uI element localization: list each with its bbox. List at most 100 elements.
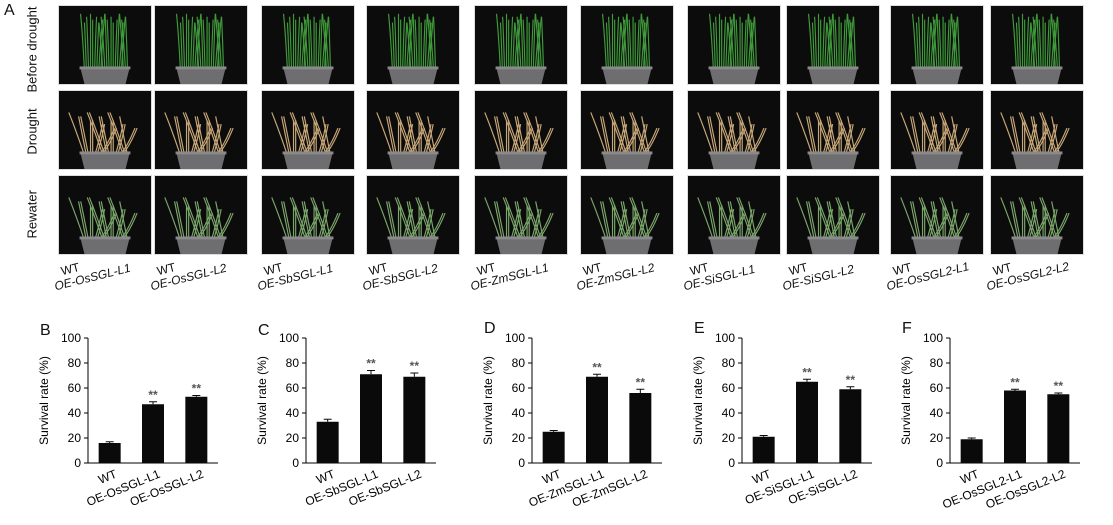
plant-photo (687, 5, 781, 85)
plant-photo (786, 175, 880, 255)
bar (142, 404, 164, 463)
y-tick-label: 20 (722, 431, 736, 445)
y-tick-label: 100 (279, 331, 299, 345)
photo-caption: WT OE-OsSGL-L2 (146, 249, 228, 293)
y-tick-label: 100 (61, 331, 81, 345)
photo-caption: WT OE-SbSGL-L1 (253, 249, 334, 293)
y-tick-label: 40 (286, 406, 300, 420)
photo-caption: WT OE-SiSGL-L2 (778, 250, 856, 293)
plant-photo (366, 5, 460, 85)
bar (839, 389, 862, 463)
y-axis-label: Survival rate (%) (899, 356, 913, 445)
significance-marker: ** (366, 357, 376, 371)
y-tick-label: 40 (512, 406, 526, 420)
panel-letter-b: B (40, 322, 51, 339)
bar (586, 376, 608, 463)
y-tick-label: 80 (930, 356, 944, 370)
category-label: WT (314, 467, 337, 487)
significance-marker: ** (148, 388, 158, 402)
plant-photo (261, 175, 355, 255)
bar (403, 376, 426, 463)
bar (1047, 394, 1070, 463)
plant-photo (580, 90, 674, 170)
significance-marker: ** (636, 375, 646, 389)
category-label: WT (750, 467, 773, 487)
plant-photo (474, 90, 568, 170)
bar-chart-e: Survival rate (%) 0 20 40 60 80 100 WT ** OE-SiSG… (690, 330, 895, 520)
plant-photo (58, 90, 152, 170)
y-tick-label: 0 (728, 456, 735, 470)
y-tick-label: 60 (512, 381, 526, 395)
y-tick-label: 80 (286, 356, 300, 370)
photo-caption: WT OE-SbSGL-L2 (358, 249, 439, 293)
y-tick-label: 40 (68, 406, 82, 420)
row-label-before-drought: Before drought (24, 6, 40, 93)
plant-photo (474, 5, 568, 85)
y-tick-label: 100 (505, 331, 525, 345)
y-tick-label: 60 (286, 381, 300, 395)
plant-photo (58, 175, 152, 255)
y-axis-label: Survival rate (%) (481, 356, 495, 445)
plant-photo (687, 175, 781, 255)
photo-caption: WT OE-ZmSGL-L1 (466, 249, 550, 293)
significance-marker: ** (410, 359, 420, 373)
y-tick-label: 100 (715, 331, 735, 345)
y-tick-label: 100 (923, 331, 943, 345)
plant-photo (990, 5, 1084, 85)
panel-letter-c: C (258, 322, 270, 339)
plant-photo (154, 175, 248, 255)
photo-caption: WT OE-ZmSGL-L2 (572, 249, 656, 293)
plant-photo (154, 90, 248, 170)
y-tick-label: 0 (74, 456, 81, 470)
y-tick-label: 80 (512, 356, 526, 370)
significance-marker: ** (592, 360, 602, 374)
row-label-drought: Drought (24, 108, 40, 155)
category-label: WT (540, 467, 563, 487)
y-tick-label: 40 (930, 406, 944, 420)
plant-photo (890, 175, 984, 255)
y-tick-label: 60 (930, 381, 944, 395)
significance-marker: ** (192, 382, 202, 396)
y-axis-label: Survival rate (%) (255, 356, 269, 445)
y-tick-label: 80 (722, 356, 736, 370)
y-tick-label: 60 (68, 381, 82, 395)
y-tick-label: 0 (518, 456, 525, 470)
bar-chart-c: Survival rate (%) 0 20 40 60 80 100 WT ** OE-SbSG… (254, 330, 459, 520)
bar (542, 431, 565, 463)
bar-chart-d: Survival rate (%) 0 20 40 60 80 100 WT ** OE-ZmSG… (480, 330, 685, 520)
significance-marker: ** (1054, 379, 1064, 393)
plant-photo (890, 90, 984, 170)
bar (360, 374, 382, 463)
bar (316, 421, 339, 463)
panel-letter-e: E (694, 320, 705, 337)
y-tick-label: 0 (292, 456, 299, 470)
plant-photo (687, 90, 781, 170)
plant-photo (154, 5, 248, 85)
bar (960, 439, 983, 463)
significance-marker: ** (1010, 375, 1020, 389)
bar-chart-b: Survival rate (%) 0 20 40 60 80 100 WT ** OE-OsSG… (36, 330, 241, 520)
y-tick-label: 20 (512, 431, 526, 445)
bar (796, 381, 818, 463)
photo-caption: WT OE-OsSGL-L1 (50, 249, 132, 293)
bar (1004, 390, 1026, 463)
photo-caption: WT OE-SiSGL-L1 (679, 250, 757, 293)
category-label: WT (958, 467, 981, 487)
bar (98, 443, 121, 463)
plant-photo (366, 90, 460, 170)
panel-letter-a: A (4, 2, 15, 19)
plant-photo (990, 175, 1084, 255)
y-tick-label: 20 (930, 431, 944, 445)
plant-photo (261, 90, 355, 170)
plant-photo (786, 90, 880, 170)
plant-photo (366, 175, 460, 255)
significance-marker: ** (846, 373, 856, 387)
y-tick-label: 80 (68, 356, 82, 370)
plant-photo (474, 175, 568, 255)
significance-marker: ** (802, 365, 812, 379)
panel-letter-d: D (484, 320, 496, 337)
plant-photo (580, 5, 674, 85)
category-label: WT (96, 467, 119, 487)
plant-photo (990, 90, 1084, 170)
bar (629, 393, 652, 463)
